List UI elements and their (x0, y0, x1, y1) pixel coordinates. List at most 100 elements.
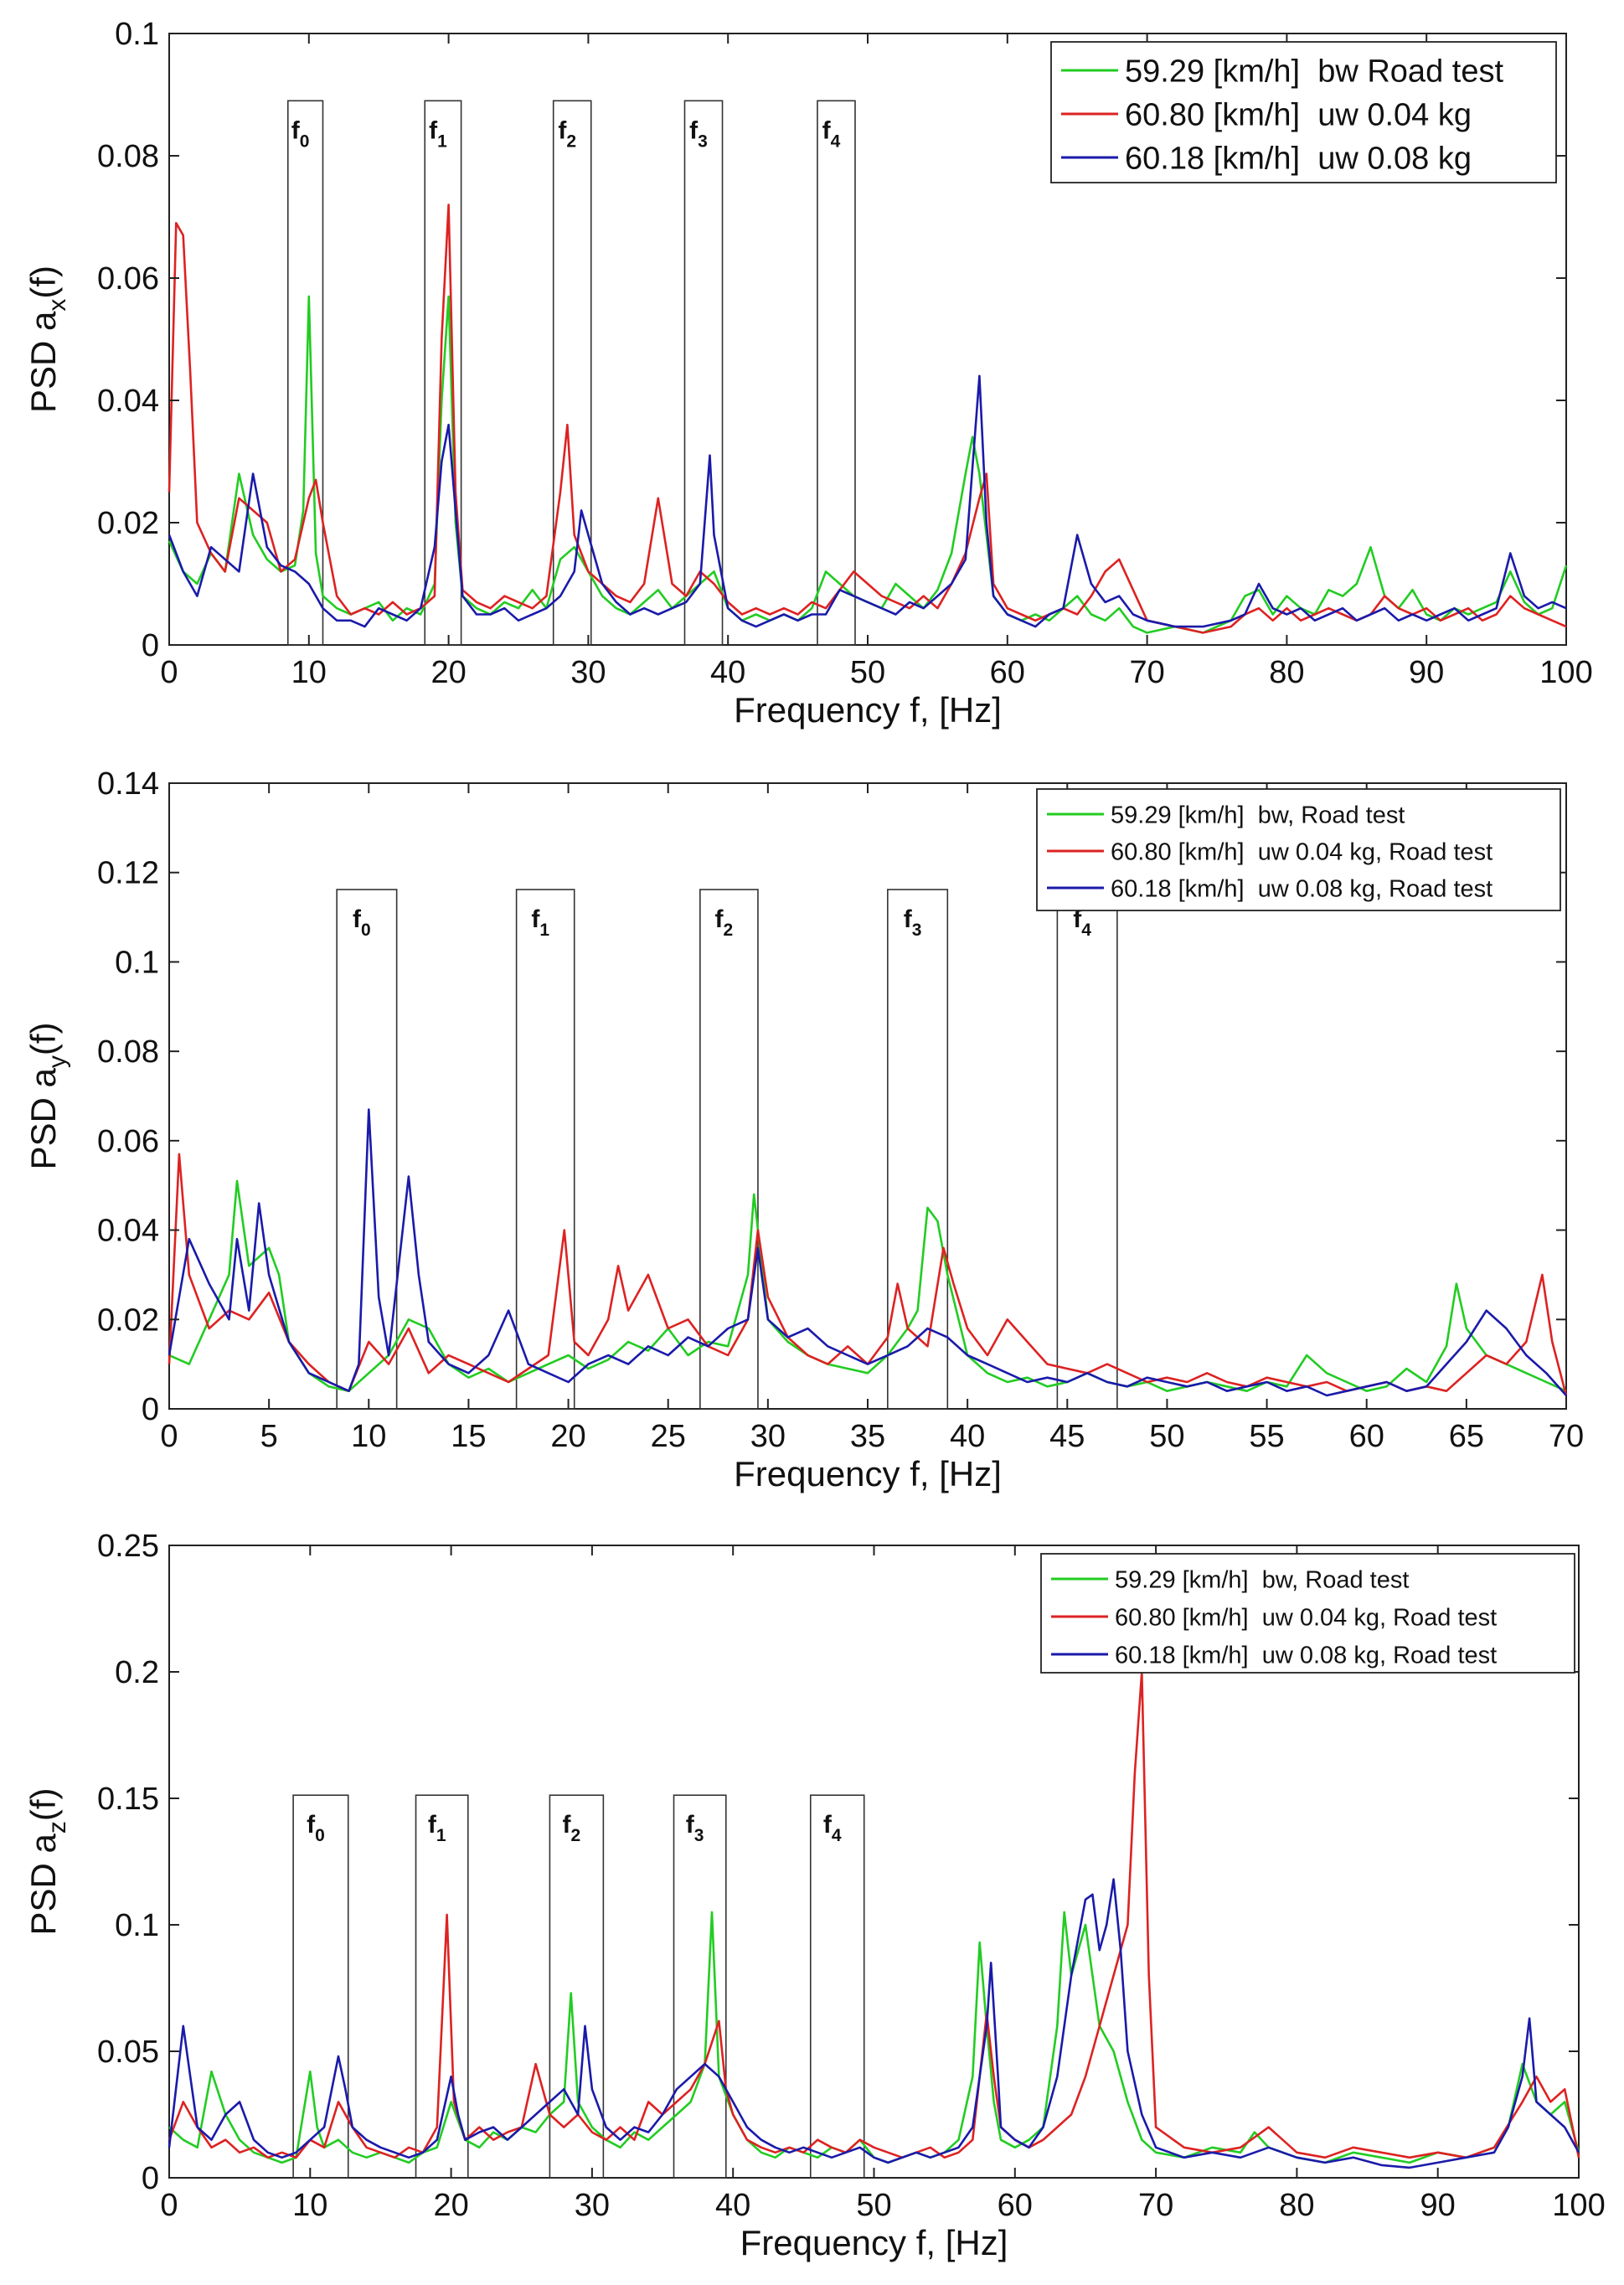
x-tick-label: 15 (451, 1419, 486, 1454)
panel-psd-az: f0 f1 f2 f3 f40 10 20 30 40 50 60 70 80 90 10000.050.1… (23, 1529, 1606, 2262)
y-tick-label: 0.08 (97, 1034, 159, 1070)
band-label-subscript: 4 (832, 1826, 842, 1845)
y-tick-label: 0.1 (115, 945, 159, 980)
x-tick-label: 50 (850, 655, 885, 690)
y-axis-label-end: (f) (23, 1787, 63, 1821)
band-label-letter: f (822, 116, 832, 144)
band-label-subscript: 1 (437, 132, 447, 151)
x-tick-label: 0 (160, 1419, 178, 1454)
x-tick-label: 30 (570, 655, 606, 690)
x-axis-label: Frequency f, [Hz] (734, 1454, 1002, 1493)
band-label-letter: f (1073, 905, 1082, 933)
legend-entry-2: 60.18 [km/h] uw 0.08 kg, Road test (1111, 875, 1493, 902)
x-tick-label: 45 (1049, 1419, 1085, 1454)
band-label-0: f0 (291, 116, 310, 151)
band-box-1 (424, 100, 462, 646)
x-tick-label: 30 (750, 1419, 786, 1454)
x-tick-label: 90 (1420, 2188, 1456, 2223)
legend-entry-1: 60.80 [km/h] uw 0.04 kg (1125, 98, 1472, 133)
y-tick-label: 0 (142, 1392, 159, 1427)
band-box-0 (292, 1794, 349, 2179)
y-axis-label-subscript: z (44, 1821, 71, 1834)
band-label-subscript: 3 (698, 132, 708, 151)
y-axis-label-end: (f) (23, 1022, 63, 1055)
band-box-2 (552, 100, 592, 646)
band-label-subscript: 4 (831, 132, 841, 151)
y-axis-label-subscript: y (44, 1055, 71, 1068)
x-tick-label: 0 (160, 655, 178, 690)
x-tick-label: 40 (710, 655, 745, 690)
band-label-letter: f (563, 1811, 572, 1839)
band-label-letter: f (428, 1811, 437, 1839)
y-axis-label-main: PSD a (23, 1067, 63, 1169)
band-label-4: f4 (1073, 905, 1091, 940)
series-line-1 (168, 1153, 1568, 1396)
x-tick-label: 20 (433, 2188, 468, 2223)
series-line-2 (168, 1878, 1580, 2169)
band-label-subscript: 1 (436, 1826, 446, 1845)
x-tick-label: 20 (550, 1419, 585, 1454)
x-tick-label: 10 (292, 2188, 327, 2223)
band-label-1: f1 (428, 1811, 446, 1845)
panel-psd-ay: f0 f1 f2 f3 f40 5 10 15 20 25 30 35 40 45 50 55 60 65 7000… (23, 766, 1584, 1493)
y-tick-label: 0.15 (97, 1782, 159, 1817)
series-line-0 (168, 295, 1568, 634)
series-line-0 (168, 1179, 1567, 1392)
band-label-subscript: 2 (724, 921, 734, 940)
band-label-3: f3 (686, 1811, 704, 1845)
x-tick-label: 35 (850, 1419, 885, 1454)
y-tick-label: 0.02 (97, 506, 159, 541)
y-tick-label: 0.1 (115, 17, 159, 52)
legend-entry-0: 59.29 [km/h] bw, Road test (1115, 1566, 1409, 1593)
x-axis-label: Frequency f, [Hz] (740, 2223, 1008, 2262)
y-axis-label: PSD az(f) (23, 1787, 71, 1935)
y-tick-label: 0.06 (97, 261, 159, 297)
x-tick-label: 70 (1138, 2188, 1173, 2223)
series-line-1 (168, 204, 1567, 634)
band-box-0 (336, 889, 398, 1410)
y-tick-label: 0.04 (97, 384, 159, 419)
band-label-letter: f (531, 905, 540, 933)
y-tick-label: 0.25 (97, 1529, 159, 1564)
x-tick-label: 50 (1149, 1419, 1184, 1454)
band-box-4 (817, 100, 856, 646)
legend-entry-2: 60.18 [km/h] uw 0.08 kg (1125, 142, 1472, 177)
y-tick-label: 0.06 (97, 1124, 159, 1159)
x-tick-label: 60 (998, 2188, 1033, 2223)
x-tick-label: 90 (1409, 655, 1444, 690)
band-label-subscript: 0 (300, 132, 310, 151)
band-label-letter: f (429, 116, 438, 144)
series-line-1 (168, 1670, 1580, 2159)
band-label-letter: f (686, 1811, 695, 1839)
x-tick-label: 30 (575, 2188, 610, 2223)
y-axis-label-main: PSD a (23, 1833, 63, 1935)
band-label-letter: f (823, 1811, 833, 1839)
y-tick-label: 0 (142, 628, 159, 663)
band-box-1 (515, 889, 575, 1410)
x-tick-label: 0 (160, 2188, 178, 2223)
x-axis-label: Frequency f, [Hz] (734, 690, 1002, 730)
x-tick-label: 40 (950, 1419, 985, 1454)
x-tick-label: 20 (430, 655, 466, 690)
y-axis-label-end: (f) (23, 266, 63, 299)
x-tick-label: 80 (1279, 2188, 1314, 2223)
series-line-2 (168, 1108, 1567, 1397)
band-label-4: f4 (822, 116, 841, 151)
band-label-1: f1 (531, 905, 549, 940)
band-label-2: f2 (558, 116, 576, 151)
band-label-3: f3 (689, 116, 708, 151)
band-box-3 (673, 1794, 727, 2179)
band-label-subscript: 4 (1081, 921, 1091, 940)
band-label-letter: f (689, 116, 699, 144)
band-label-subscript: 2 (571, 1826, 581, 1845)
x-tick-label: 70 (1549, 1419, 1584, 1454)
band-label-2: f2 (715, 905, 734, 940)
x-tick-label: 70 (1129, 655, 1164, 690)
x-tick-label: 100 (1552, 2188, 1605, 2223)
band-label-3: f3 (904, 905, 922, 940)
legend-entry-0: 59.29 [km/h] bw, Road test (1111, 802, 1405, 828)
x-tick-label: 60 (1349, 1419, 1384, 1454)
legend-box (1036, 788, 1561, 911)
band-label-2: f2 (563, 1811, 581, 1845)
